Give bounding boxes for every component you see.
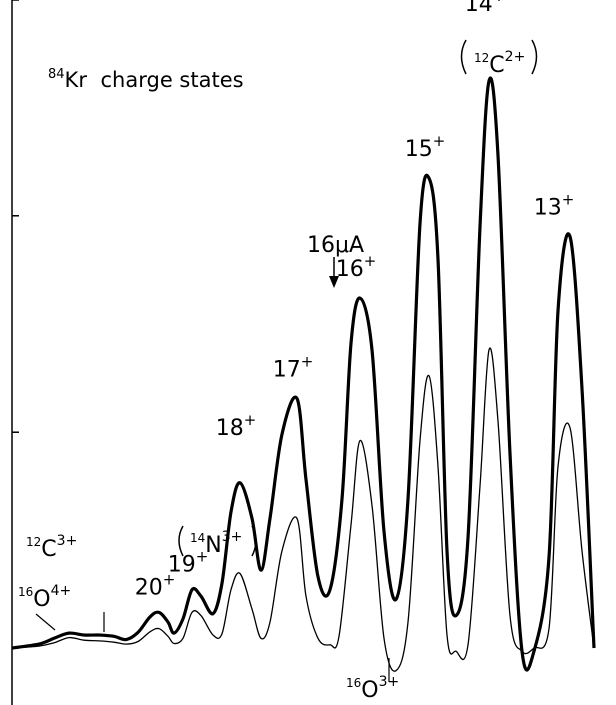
o16-3plus-charge: 3+ (379, 674, 400, 690)
current-annotation: 16μA (307, 233, 364, 288)
peak-label-16: 16+ (336, 252, 377, 282)
c12-2plus-charge: 2+ (505, 49, 526, 65)
o16-4plus-base: O (33, 587, 50, 612)
o16-3plus-base: O (361, 678, 378, 703)
annotation-n14-3plus: 14N3+ (178, 525, 257, 558)
peak-labels: 13+ 14+ 15+ 16+ 17+ 18+ 19+20+ (135, 0, 575, 600)
annotation-o16-4plus-group: 16O4+ (18, 583, 71, 631)
current-label: 16μA (307, 233, 364, 258)
title-mass-number: 84 (48, 67, 65, 82)
arrow-head (329, 276, 339, 288)
annotation-c12-2plus-text: 12C2+ (474, 49, 525, 78)
peak-label-14: 14+ (465, 0, 506, 17)
annotation-o16-3plus: 16O3+ (346, 674, 399, 703)
c12-3plus-base: C (41, 537, 56, 562)
chart-annotation-title: 84Kr charge states (48, 67, 244, 92)
series-line-thin (11, 347, 595, 672)
n14-3plus-base: N (205, 533, 221, 558)
title-element: Kr (65, 68, 88, 92)
left-paren (460, 39, 467, 75)
peak-label-20: 20+ (135, 570, 176, 600)
n14-3plus-mass: 14 (190, 531, 205, 545)
right-paren (531, 39, 538, 75)
annotation-o16-4plus: 16O4+ (18, 583, 71, 612)
o16-3plus-mass: 16 (346, 676, 361, 690)
c12-3plus-mass: 12 (26, 535, 41, 549)
left-paren (178, 525, 184, 557)
peak-label-19: 19+ (168, 548, 209, 578)
n14-3plus-charge: 3+ (222, 529, 243, 545)
annotation-n14-3plus-text: 14N3+ (190, 529, 242, 558)
title-rest: charge states (101, 68, 244, 92)
annotation-o16-3plus-group: 16O3+ (346, 658, 399, 703)
peak-label-17: 17+ (273, 353, 314, 383)
annotation-c12-2plus: 12C2+ (460, 39, 538, 78)
right-paren (251, 525, 257, 557)
annotation-c12-3plus: 12C3+ (26, 533, 77, 562)
c12-2plus-mass: 12 (474, 51, 489, 65)
peak-label-13: 13+ (534, 191, 575, 221)
peak-label-18: 18+ (216, 411, 257, 441)
c12-2plus-base: C (489, 53, 504, 78)
peak-label-15: 15+ (405, 132, 446, 162)
o16-4plus-leader (35, 613, 56, 631)
y-axis-ticks (12, 0, 19, 649)
o16-4plus-charge: 4+ (51, 583, 72, 599)
o16-4plus-mass: 16 (18, 585, 33, 599)
c12-3plus-charge: 3+ (57, 533, 78, 549)
series-line-thick (11, 76, 596, 672)
